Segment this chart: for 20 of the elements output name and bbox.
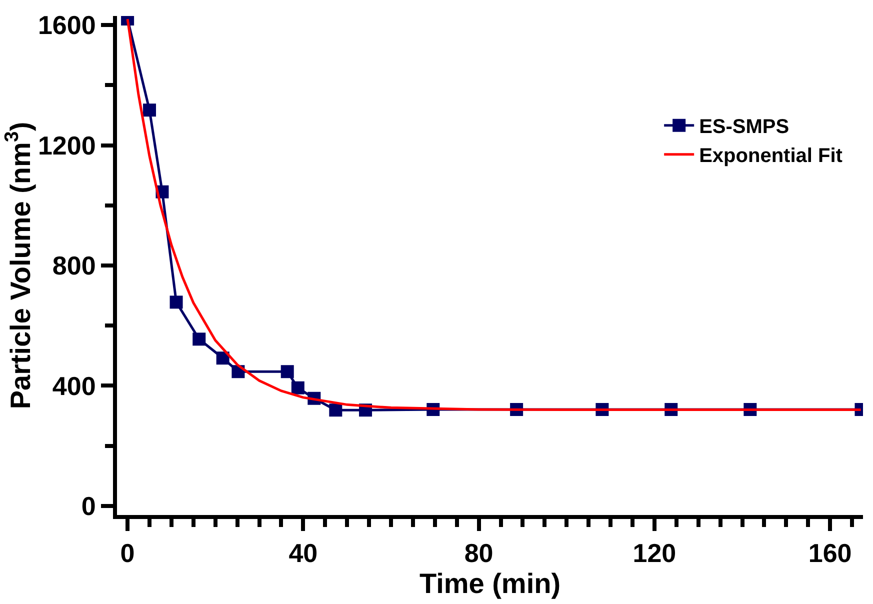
point bbox=[280, 365, 294, 378]
y-tick-label: 1200 bbox=[38, 130, 96, 160]
y-tick-label: 1600 bbox=[38, 10, 96, 40]
point bbox=[192, 332, 206, 346]
point bbox=[291, 381, 304, 394]
y-tick-label: 800 bbox=[52, 250, 96, 281]
point bbox=[142, 104, 156, 117]
x-tick-label: 160 bbox=[808, 538, 852, 568]
legend-label: ES-SMPS bbox=[699, 116, 790, 138]
x-tick-label: 40 bbox=[288, 538, 318, 568]
point bbox=[170, 296, 183, 309]
x-axis-title: Time (min) bbox=[419, 568, 561, 600]
point bbox=[329, 404, 342, 417]
x-tick-label: 80 bbox=[464, 538, 494, 568]
x-tick-label: 0 bbox=[120, 538, 135, 568]
x-tick-label: 120 bbox=[632, 538, 676, 568]
point bbox=[216, 352, 230, 365]
y-tick-label: 400 bbox=[52, 370, 96, 401]
y-tick-label: 0 bbox=[81, 491, 96, 522]
legend-label: Exponential Fit bbox=[699, 145, 843, 168]
